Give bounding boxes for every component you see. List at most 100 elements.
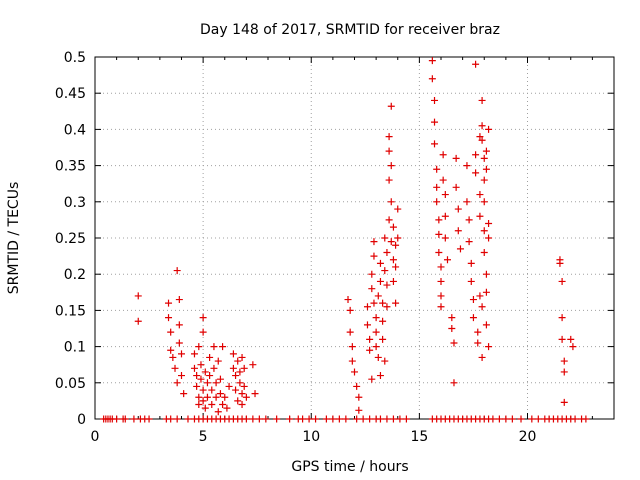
- data-point: [273, 415, 281, 423]
- data-point: [201, 368, 209, 376]
- data-point: [240, 364, 248, 372]
- data-point: [482, 165, 490, 173]
- data-point: [482, 288, 490, 296]
- data-point: [322, 415, 330, 423]
- y-tick-label: 0.45: [55, 86, 86, 102]
- data-point: [242, 393, 250, 401]
- data-point: [476, 292, 484, 300]
- data-point: [485, 220, 493, 228]
- data-point: [134, 317, 142, 325]
- data-point: [428, 75, 436, 83]
- data-point: [582, 415, 590, 423]
- data-point: [173, 267, 181, 275]
- data-point: [130, 415, 138, 423]
- data-point: [379, 299, 387, 307]
- data-point: [178, 372, 185, 380]
- data-point: [472, 169, 480, 177]
- data-point: [502, 415, 510, 423]
- chart-title: Day 148 of 2017, SRMTID for receiver bra…: [200, 22, 500, 38]
- data-point: [478, 122, 486, 130]
- data-point: [448, 314, 456, 322]
- data-point: [478, 353, 486, 361]
- data-point: [195, 401, 203, 409]
- data-point: [374, 292, 382, 300]
- data-point: [342, 415, 350, 423]
- data-point: [234, 397, 242, 405]
- data-point: [145, 415, 153, 423]
- data-point: [219, 401, 227, 409]
- data-point: [450, 339, 458, 347]
- data-point: [394, 234, 402, 242]
- data-point: [175, 321, 183, 329]
- data-point: [385, 216, 393, 224]
- data-point: [379, 317, 387, 325]
- data-point: [433, 183, 441, 191]
- data-point: [355, 406, 363, 414]
- data-point: [435, 230, 443, 238]
- data-point: [173, 379, 181, 387]
- y-axis-label: SRMTID / TECUs: [6, 182, 22, 295]
- data-point: [240, 382, 248, 390]
- data-point: [379, 335, 387, 343]
- data-point: [238, 390, 246, 398]
- data-point: [193, 372, 201, 380]
- data-point: [238, 353, 246, 361]
- data-point: [171, 364, 179, 372]
- data-point: [489, 415, 497, 423]
- data-point: [383, 248, 391, 256]
- data-point: [355, 393, 363, 401]
- data-point: [236, 368, 244, 376]
- data-point: [113, 415, 121, 423]
- data-point: [199, 328, 207, 336]
- data-point: [249, 361, 257, 369]
- plot-frame: [94, 56, 615, 420]
- data-point: [463, 162, 471, 170]
- y-tick-label: 0.2: [64, 267, 86, 283]
- data-point: [469, 296, 477, 304]
- data-point: [441, 212, 449, 220]
- data-point: [190, 364, 198, 372]
- data-point: [351, 368, 358, 376]
- data-point: [558, 314, 566, 322]
- data-point: [210, 343, 218, 351]
- data-point: [370, 238, 378, 246]
- data-point: [236, 379, 244, 387]
- data-point: [392, 299, 400, 307]
- x-tick-label: 20: [519, 429, 537, 445]
- data-point: [485, 125, 493, 133]
- data-point: [255, 415, 263, 423]
- x-tick-label: 0: [91, 429, 100, 445]
- data-point: [478, 136, 486, 144]
- data-point: [437, 292, 445, 300]
- data-point: [480, 248, 488, 256]
- data-point: [353, 382, 361, 390]
- data-point: [480, 176, 488, 184]
- data-point: [439, 176, 447, 184]
- data-point: [363, 321, 371, 329]
- data-point: [344, 296, 352, 304]
- data-point: [528, 415, 536, 423]
- data-point: [262, 415, 270, 423]
- data-point: [482, 321, 490, 329]
- data-point: [234, 357, 242, 365]
- data-point: [435, 216, 443, 224]
- y-tick-label: 0.35: [55, 159, 86, 175]
- data-point: [431, 96, 439, 104]
- data-point: [225, 382, 233, 390]
- data-point: [385, 133, 393, 141]
- data-point: [249, 415, 257, 423]
- data-point: [366, 415, 374, 423]
- data-point: [167, 346, 175, 354]
- data-point: [389, 223, 397, 231]
- data-point: [474, 339, 482, 347]
- data-point: [169, 353, 177, 361]
- data-point: [214, 357, 222, 365]
- data-point: [467, 277, 475, 285]
- data-point: [387, 198, 395, 206]
- axis-ticks: 0 0.05 0.1 0.15 0.2 0.25 0.3 0.35 0.4 0.45 0.5 0 5 10…: [55, 50, 614, 445]
- data-point: [167, 415, 175, 423]
- data-point: [190, 350, 198, 358]
- data-point: [482, 147, 490, 155]
- data-point: [376, 277, 384, 285]
